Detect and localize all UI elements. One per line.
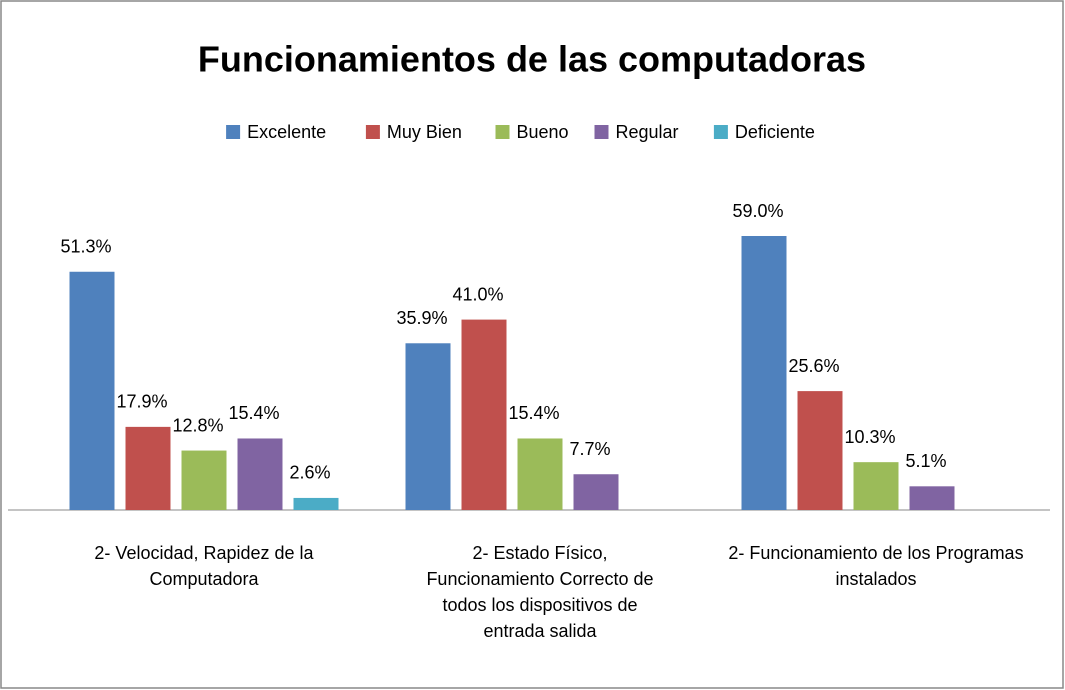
legend-swatch bbox=[713, 125, 728, 139]
legend-label: Excelente bbox=[247, 122, 326, 142]
bar bbox=[909, 486, 955, 510]
data-label: 10.3% bbox=[844, 427, 895, 447]
x-tick-label: 2- Estado Físico, Funcionamiento Correct… bbox=[426, 543, 654, 641]
bar bbox=[69, 271, 115, 510]
bar bbox=[237, 438, 283, 510]
data-label: 17.9% bbox=[116, 392, 167, 412]
data-label: 15.4% bbox=[228, 403, 279, 423]
legend-swatch bbox=[594, 125, 609, 139]
bar bbox=[293, 497, 339, 510]
data-label: 7.7% bbox=[569, 439, 610, 459]
bar bbox=[181, 450, 227, 510]
data-label: 2.6% bbox=[289, 463, 330, 483]
data-label: 12.8% bbox=[172, 415, 223, 435]
bar bbox=[517, 438, 563, 510]
legend-label: Bueno bbox=[517, 122, 569, 142]
data-label: 25.6% bbox=[788, 356, 839, 376]
bar bbox=[461, 319, 507, 510]
data-label: 5.1% bbox=[905, 451, 946, 471]
bar bbox=[853, 462, 899, 510]
legend-label: Regular bbox=[616, 122, 679, 142]
bar bbox=[405, 343, 451, 510]
data-label: 59.0% bbox=[732, 201, 783, 221]
legend-swatch bbox=[365, 125, 380, 139]
bar bbox=[797, 391, 843, 510]
chart-title: Funcionamientos de las computadoras bbox=[198, 39, 866, 80]
data-label: 35.9% bbox=[396, 308, 447, 328]
legend-swatch bbox=[495, 125, 510, 139]
legend-swatch bbox=[226, 125, 241, 139]
data-label: 41.0% bbox=[452, 284, 503, 304]
legend-label: Deficiente bbox=[735, 122, 815, 142]
x-tick-label: 2- Funcionamiento de los Programas insta… bbox=[728, 543, 1024, 589]
legend-label: Muy Bien bbox=[387, 122, 462, 142]
data-label: 15.4% bbox=[508, 403, 559, 423]
bar bbox=[741, 236, 787, 510]
data-label: 51.3% bbox=[60, 237, 111, 257]
bar bbox=[573, 474, 619, 510]
x-tick-label: 2- Velocidad, Rapidez de la Computadora bbox=[94, 543, 314, 589]
bar bbox=[125, 426, 171, 510]
